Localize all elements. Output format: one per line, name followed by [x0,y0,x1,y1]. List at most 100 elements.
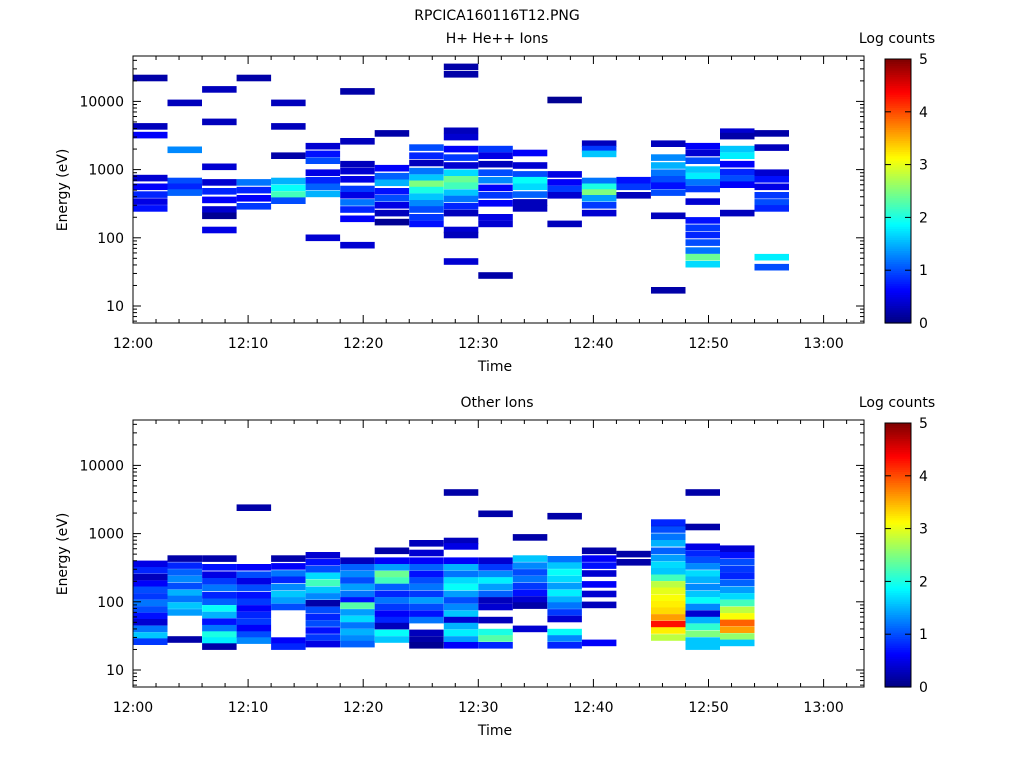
spectrogram-bin [409,616,444,624]
spectrogram-bin [685,570,720,577]
spectrogram-bin [651,581,686,588]
colorbar-segment [885,563,911,567]
colorbar-segment [885,574,911,578]
colorbar-segment [885,429,911,433]
colorbar-segment [885,144,911,148]
spectrogram-bin [651,162,686,169]
spectrogram-bin [443,162,479,169]
colorbar-segment [885,625,911,629]
spectrogram-bin [374,636,410,643]
colorbar-segment [885,658,911,662]
spectrogram-bin [236,203,272,210]
spectrogram-bin [202,118,237,126]
colorbar-segment [885,138,911,141]
spectrogram-bin [236,195,272,202]
spectrogram-bin [720,639,755,647]
spectrogram-bin [409,577,444,584]
colorbar-segment [885,298,911,302]
spectrogram-bin [409,159,444,167]
spectrogram-bin [305,613,341,621]
colorbar-segment [885,305,911,309]
spectrogram-bin [581,183,617,191]
colorbar-segment [885,263,911,267]
spectrogram-bin [685,550,720,557]
colorbar-segment [885,583,911,587]
colorbar-segment [885,671,911,675]
spectrogram-bin [236,571,272,578]
colorbar-segment [885,261,911,265]
spectrogram-bin [512,199,548,206]
colorbar-segment [885,546,911,549]
colorbar-segment [885,594,911,598]
spectrogram-bin [374,179,410,187]
spectrogram-bin [581,195,617,202]
spectrogram-bin [720,626,755,633]
spectrogram-bin [547,596,582,603]
colorbar-segment [885,431,911,435]
colorbar-segment [885,682,911,686]
spectrogram-bin [547,179,582,186]
spectrogram-bin [340,206,375,213]
spectrogram-bin [340,138,375,145]
x-tick-label: 12:00 [113,700,153,716]
spectrogram-bin [512,589,548,597]
colorbar-segment [885,638,911,642]
spectrogram-bin [340,640,375,648]
spectrogram-bin [374,570,410,578]
spectrogram-bin [443,590,479,598]
colorbar-segment [885,270,911,273]
spectrogram-bin [167,636,202,643]
colorbar-segment [885,155,911,159]
spectrogram-bin [340,615,375,623]
colorbar-segment [885,590,911,593]
panel2-axes: 12:00 12:10 12:20 12:30 12:40 12:50 13:00 10 100… [79,420,864,716]
spectrogram-bin [443,610,479,617]
spectrogram-bin [685,172,720,180]
spectrogram-bin [720,619,755,627]
colorbar-segment [885,570,911,574]
spectrogram-bin [651,620,686,628]
spectrogram-bin [271,576,306,584]
spectrogram-bin [685,260,720,268]
spectrogram-bin [167,177,202,185]
spectrogram-bin [374,202,410,209]
colorbar-segment [885,307,911,311]
spectrogram-bin [512,625,548,633]
colorbar-segment [885,447,911,450]
spectrogram-bin [202,226,237,234]
spectrogram-bin [720,181,755,188]
colorbar-segment [885,276,911,280]
colorbar-segment [885,63,911,67]
spectrogram-bin [547,192,582,199]
spectrogram-bin [720,209,755,217]
spectrogram-bin [340,241,375,249]
spectrogram-bin [167,189,202,196]
spectrogram-bin [581,189,617,196]
spectrogram-bin [512,602,548,609]
colorbar-segment [885,100,911,104]
colorbar-segment [885,442,911,446]
spectrogram-bin [685,563,720,570]
colorbar-segment [885,645,911,648]
colorbar-segment [885,294,911,298]
colorbar-segment [885,559,911,563]
spectrogram-bin [478,145,513,153]
spectrogram-bin [720,132,755,140]
colorbar-segment [885,500,911,503]
spectrogram-bin [271,590,306,598]
spectrogram-bin [581,562,617,569]
spectrogram-bin [202,598,237,606]
spectrogram-bin [271,555,306,562]
colorbar-segment [885,596,911,600]
spectrogram-bin [374,209,410,217]
spectrogram-bin [374,130,410,137]
spectrogram-bin [547,642,582,649]
spectrogram-bin [133,612,168,620]
x-tick-label: 12:40 [573,700,613,716]
spectrogram-bin [271,184,306,192]
colorbar-segment [885,171,911,174]
spectrogram-bin [202,584,237,592]
spectrogram-bin [340,635,375,642]
spectrogram-bin [478,214,513,221]
spectrogram-bin [547,569,582,576]
